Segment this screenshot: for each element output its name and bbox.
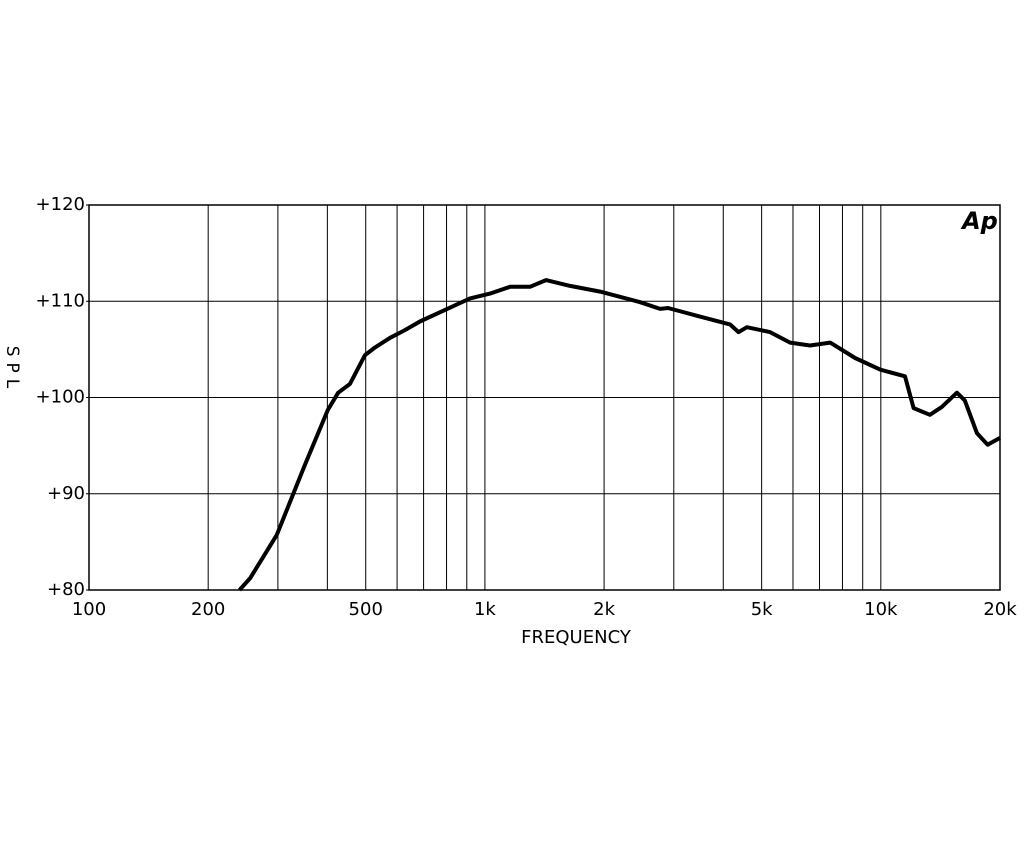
x-tick-label: 5k	[751, 599, 773, 620]
x-tick-label: 200	[191, 599, 225, 620]
y-tick-label: +100	[36, 387, 85, 408]
x-tick-label: 1k	[474, 599, 496, 620]
y-axis-label: SPL	[2, 346, 22, 395]
x-tick-label: 2k	[593, 599, 615, 620]
response-line	[238, 278, 1001, 592]
y-tick-label: +80	[47, 579, 85, 600]
y-tick-label: +90	[47, 483, 85, 504]
x-tick-label: 500	[349, 599, 383, 620]
x-axis-label: FREQUENCY	[521, 627, 632, 648]
logo: Ap	[960, 207, 998, 235]
y-tick-label: +120	[36, 194, 85, 215]
y-tick-label: +110	[36, 290, 85, 311]
x-tick-label: 100	[72, 599, 106, 620]
x-tick-label: 20k	[983, 599, 1017, 620]
x-tick-label: 10k	[864, 599, 898, 620]
